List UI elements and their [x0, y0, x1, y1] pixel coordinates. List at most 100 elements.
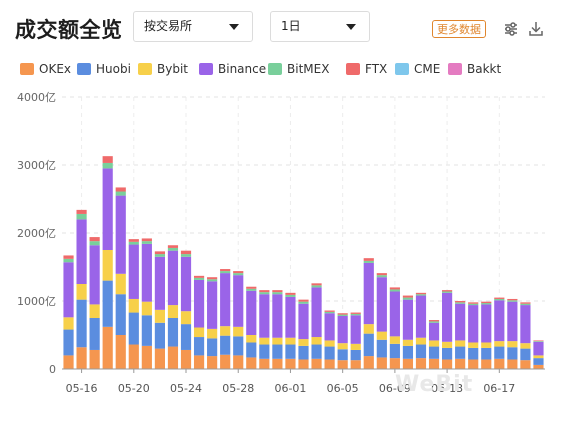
bar-segment-binance [298, 303, 309, 340]
bar-segment-ftx [455, 301, 466, 303]
bar-segment-bybit [89, 304, 100, 318]
bar-segment-bybit [141, 301, 152, 316]
bar-segment-ftx [442, 290, 453, 292]
bar-segment-huobi [272, 344, 283, 359]
bar-segment-bybit [376, 331, 387, 340]
bar-segment-binance [285, 296, 296, 338]
legend-label: Binance [218, 62, 267, 76]
bar-segment-binance [89, 245, 100, 305]
bar-segment-huobi [180, 324, 192, 350]
period-select-value: 1日 [281, 19, 301, 33]
legend-swatch [20, 63, 34, 75]
bar-segment-okex [442, 359, 453, 369]
bar-segment-huobi [428, 346, 440, 359]
bar-segment-huobi [533, 358, 544, 365]
legend-swatch [395, 63, 409, 75]
bar-segment-okex [298, 359, 309, 369]
bar-segment-bybit [167, 305, 179, 318]
bar-segment-ftx [415, 292, 427, 295]
bar-segment-okex [220, 354, 231, 369]
bar-segment-huobi [507, 347, 518, 360]
bar-segment-binance [376, 277, 387, 332]
bar-segment-huobi [350, 349, 361, 361]
period-select[interactable]: 1日 [270, 11, 370, 42]
y-tick-label: 1000亿 [17, 295, 56, 308]
bar-segment-bybit [272, 337, 283, 345]
bar-segment-bybit [324, 340, 335, 347]
bar-segment-okex [102, 326, 113, 369]
bar-segment-bitmex [415, 294, 427, 296]
bar-segment-huobi [481, 347, 492, 360]
bar-segment-okex [141, 345, 152, 369]
bar-segment-bybit [402, 339, 414, 346]
legend-label: Huobi [96, 62, 131, 76]
bar-segment-ftx [350, 312, 361, 314]
bar-segment-bitmex [89, 241, 100, 246]
bar-segment-ftx [180, 250, 192, 255]
bar-segment-bitmex [285, 294, 296, 297]
bar-segment-bybit [520, 343, 531, 349]
bar-segment-huobi [207, 338, 218, 357]
bar-segment-okex [285, 358, 296, 369]
more-data-button[interactable]: 更多数据 [432, 20, 486, 38]
bar-segment-bybit [102, 250, 113, 281]
download-icon[interactable] [527, 20, 545, 38]
bar-segment-binance [115, 195, 126, 274]
sliders-icon[interactable] [502, 20, 520, 38]
bar-segment-huobi [128, 312, 139, 345]
bar-segment-bybit [154, 309, 165, 323]
bar-segment-bitmex [376, 275, 387, 278]
legend-label: FTX [365, 62, 388, 76]
sort-by-select[interactable]: 按交易所 [133, 11, 253, 42]
bar-segment-ftx [402, 295, 414, 298]
bar-segment-okex [89, 349, 100, 369]
bar-segment-okex [337, 360, 348, 369]
bar-segment-okex [167, 346, 179, 369]
bar-segment-bitmex [350, 313, 361, 316]
bar-segment-bybit [233, 326, 244, 337]
bar-segment-bybit [63, 317, 74, 330]
bar-segment-bitmex [246, 288, 257, 291]
bar-segment-ftx [63, 255, 74, 259]
bar-segment-binance [415, 295, 427, 338]
bar-segment-ftx [285, 292, 296, 295]
chevron-down-icon [229, 24, 239, 30]
x-tick-label: 05-24 [170, 382, 202, 395]
bar-segment-bybit [415, 337, 427, 345]
bar-segment-bybit [363, 324, 374, 334]
bar-segment-binance [363, 262, 374, 325]
bar-segment-ftx [193, 275, 205, 278]
bar-segment-bitmex [520, 303, 531, 306]
bar-segment-bybit [180, 311, 192, 325]
bar-segment-huobi [389, 343, 400, 359]
bar-segment-okex [428, 358, 440, 369]
x-tick-label: 06-01 [274, 382, 306, 395]
bar-segment-huobi [141, 315, 152, 346]
x-tick-label: 06-17 [483, 382, 515, 395]
bar-segment-bybit [494, 341, 505, 347]
bar-segment-huobi [376, 339, 387, 358]
legend-label: BitMEX [287, 62, 330, 76]
bar-segment-bybit [533, 355, 544, 359]
bar-segment-huobi [337, 349, 348, 361]
bar-segment-binance [533, 341, 544, 356]
bar-segment-binance [494, 300, 505, 342]
bar-segment-bybit [115, 273, 126, 295]
bar-segment-binance [167, 250, 179, 306]
bar-segment-ftx [233, 271, 244, 274]
bar-segment-bybit [507, 341, 518, 348]
bar-segment-bybit [193, 327, 205, 338]
bar-segment-ftx [533, 340, 544, 342]
bar-segment-ftx [337, 313, 348, 315]
bar-segment-okex [376, 357, 387, 369]
legend-label: Bybit [157, 62, 188, 76]
bar-segment-ftx [272, 290, 283, 293]
y-tick-label: 0 [49, 363, 56, 376]
bar-segment-bybit [455, 340, 466, 347]
x-tick-label: 06-09 [379, 382, 411, 395]
bar-segment-bitmex [298, 301, 309, 304]
legend-label: OKEx [39, 62, 71, 76]
bar-segment-bitmex [389, 289, 400, 292]
y-tick-label: 2000亿 [17, 227, 56, 240]
bar-segment-bitmex [128, 241, 139, 245]
